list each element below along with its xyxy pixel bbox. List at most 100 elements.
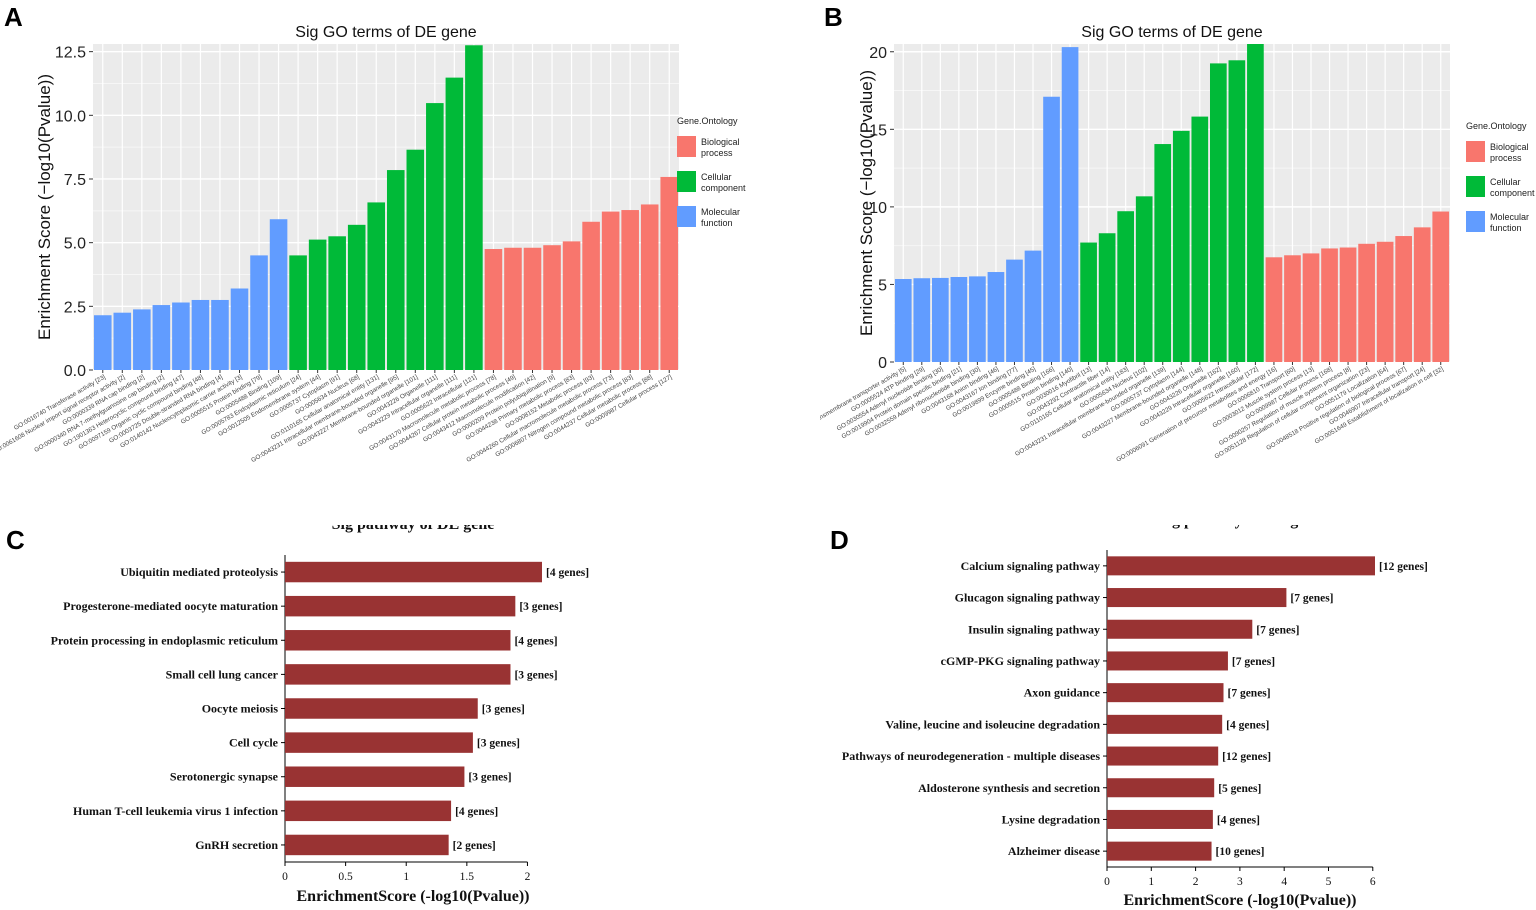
pathway-bar [285,834,449,856]
go-bar [640,204,659,370]
go-bar [660,176,679,370]
go-bar [523,247,542,370]
chart-title: Sig pathway of DE gene [1159,525,1322,529]
legend-label: Biological [1490,142,1529,152]
go-bar [1135,196,1153,362]
go-bar [328,236,346,370]
pathway-bar [1107,683,1224,703]
legend-swatch [677,206,696,227]
go-bar [269,219,288,370]
y-axis-label: Enrichment Score (−log10(Pvalue)) [35,74,54,340]
panel-letter-a: A [4,2,23,32]
legend-swatch [1466,211,1485,232]
y-tick-label: 0.0 [64,363,86,380]
pathway-label: Ubiquitin mediated proteolysis [120,565,278,579]
go-bar [1191,116,1209,362]
legend-label: component [1490,188,1535,198]
chart-title: Sig pathway of DE gene [332,525,495,533]
gene-count-label: [12 genes] [1222,751,1271,763]
gene-count-label: [7 genes] [1256,624,1299,636]
legend-label: function [701,218,733,228]
legend-label: Biological [701,137,740,147]
go-bar [894,279,912,362]
pathway-label: Progesterone-mediated oocyte maturation [63,599,278,613]
legend-title: Gene.Ontology [677,116,738,126]
go-bar [1006,259,1023,362]
x-tick-label: 4 [1281,876,1287,888]
pathway-label: Insulin signaling pathway [968,622,1100,636]
gene-count-label: [4 genes] [546,567,589,579]
go-bar [445,77,464,371]
pathway-bar [1107,556,1375,576]
pathway-chart-c: Ubiquitin mediated proteolysis [4 genes] P… [51,525,589,905]
go-bar [1321,248,1338,362]
x-tick-label: 2 [1193,876,1199,888]
pathway-bar [1107,714,1223,734]
pathway-label: Small cell lung cancer [166,667,279,681]
gene-count-label: [3 genes] [468,772,511,784]
x-tick-label: 3 [1237,876,1243,888]
gene-count-label: [4 genes] [455,806,498,818]
pathway-label: Cell cycle [229,736,279,750]
go-bar [308,239,327,370]
chart-title: Sig GO terms of DE gene [1081,24,1263,41]
x-tick-label: 1.5 [460,871,475,883]
go-bar [562,241,581,370]
chart-title: Sig GO terms of DE gene [295,24,477,41]
go-bar [543,245,561,370]
pathway-label: cGMP-PKG signaling pathway [941,654,1100,668]
gene-count-label: [4 genes] [1217,814,1260,826]
go-bar [1376,241,1394,362]
pathway-label: Aldosterone synthesis and secretion [918,781,1100,795]
go-bar [950,276,968,362]
go-bar [93,315,112,370]
go-bar [1154,144,1172,362]
gene-count-label: [3 genes] [482,704,525,716]
gene-count-label: [10 genes] [1216,846,1265,858]
go-bar [1061,47,1079,362]
panel-letter-b: B [824,2,843,32]
legend-label: process [1490,153,1522,163]
x-axis-label: EnrichmentScore (-log10(Pvalue)) [297,888,530,905]
pathway-label: GnRH secretion [195,838,278,852]
y-tick-label: 15 [869,122,887,139]
pathway-label: Valine, leucine and isoleucine degradati… [885,717,1100,731]
x-tick-label: 1 [1148,876,1154,888]
go-bar [367,202,386,370]
go-bar [1024,250,1042,362]
gene-count-label: [7 genes] [1290,593,1333,605]
go-bar [211,299,229,370]
pathway-bar [1107,651,1228,671]
go-bar [484,249,503,370]
gene-count-label: [7 genes] [1232,656,1275,668]
go-bar [386,170,405,370]
pathway-label: Protein processing in endoplasmic reticu… [51,633,278,647]
legend-swatch [1466,176,1485,197]
go-bar [152,305,171,370]
pathway-label: Pathways of neurodegeneration - multiple… [842,749,1100,763]
pathway-bar [1107,588,1287,608]
pathway-bar [285,595,516,617]
legend-label: component [701,183,746,193]
pathway-label: Glucagon signaling pathway [955,591,1100,605]
legend-label: Molecular [701,207,740,217]
x-tick-label: 0.5 [338,871,353,883]
x-tick-label: 0 [1104,876,1110,888]
gene-count-label: [4 genes] [514,635,557,647]
x-tick-label: 2 [525,871,531,883]
y-tick-label: 10 [869,200,887,217]
go-bar [931,277,949,362]
go-bar [1209,63,1227,362]
go-bar [172,302,190,370]
go-bar [1172,130,1190,362]
go-bar [504,247,522,370]
go-bar [1395,236,1413,362]
go-bar [1228,60,1246,362]
pathway-bar [285,766,465,787]
x-axis-label: EnrichmentScore (-log10(Pvalue)) [1124,892,1357,909]
gene-count-label: [3 genes] [519,601,562,613]
pathway-bar [285,630,511,651]
go-bar [913,278,931,362]
go-bar [1265,257,1283,362]
go-bar [987,272,1005,362]
